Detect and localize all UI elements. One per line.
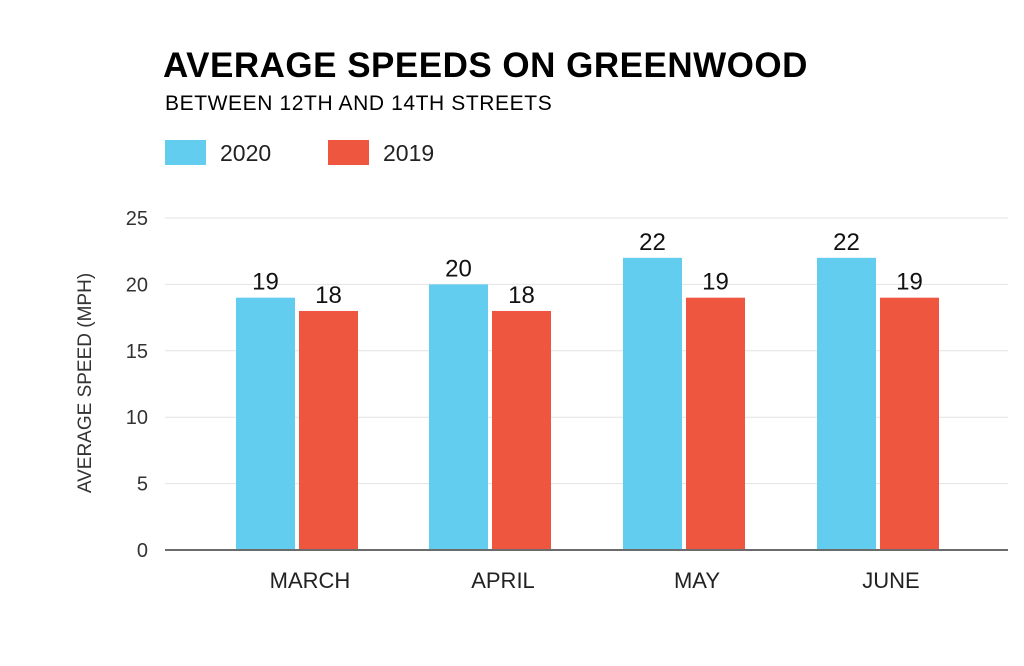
bar-2020-may	[623, 257, 682, 550]
data-label-2019-april: 18	[508, 282, 535, 309]
y-tick-label: 10	[126, 407, 148, 429]
x-axis-labels: MARCH APRIL MAY JUNE	[270, 568, 920, 593]
data-labels: 19 18 20 18 22 19 22 19	[252, 229, 923, 309]
x-tick-label-march: MARCH	[270, 568, 351, 593]
x-tick-label-june: JUNE	[862, 568, 919, 593]
legend-swatch-2020	[165, 140, 206, 165]
legend-label-2019: 2019	[383, 140, 434, 166]
y-tick-label: 15	[126, 341, 148, 363]
y-tick-label: 25	[126, 208, 148, 230]
data-label-2019-may: 19	[702, 269, 729, 296]
data-label-2020-may: 22	[639, 229, 666, 256]
data-label-2020-june: 22	[833, 229, 860, 256]
bar-2020-april	[429, 284, 488, 550]
y-tick-label: 0	[137, 540, 148, 562]
y-axis-title: AVERAGE SPEED (MPH)	[75, 273, 96, 493]
bar-2019-march	[299, 310, 358, 550]
x-tick-label-april: APRIL	[471, 568, 535, 593]
legend-label-2020: 2020	[220, 140, 271, 166]
legend-swatch-2019	[328, 140, 369, 165]
y-tick-label: 20	[126, 274, 148, 296]
bar-2020-march	[236, 297, 295, 550]
chart-title: AVERAGE SPEEDS ON GREENWOOD	[163, 46, 808, 85]
bars	[236, 257, 939, 550]
y-axis-ticks: 0 5 10 15 20 25	[126, 208, 148, 562]
y-tick-label: 5	[137, 474, 148, 496]
legend: 2020 2019	[165, 140, 434, 166]
data-label-2019-june: 19	[896, 269, 923, 296]
x-tick-label-may: MAY	[674, 568, 720, 593]
bar-2019-may	[686, 297, 745, 550]
bar-2020-june	[817, 257, 876, 550]
data-label-2019-march: 18	[315, 282, 342, 309]
data-label-2020-april: 20	[445, 255, 472, 282]
bar-2019-april	[492, 310, 551, 550]
bar-2019-june	[880, 297, 939, 550]
data-label-2020-march: 19	[252, 269, 279, 296]
chart-subtitle: BETWEEN 12TH AND 14TH STREETS	[165, 92, 552, 115]
